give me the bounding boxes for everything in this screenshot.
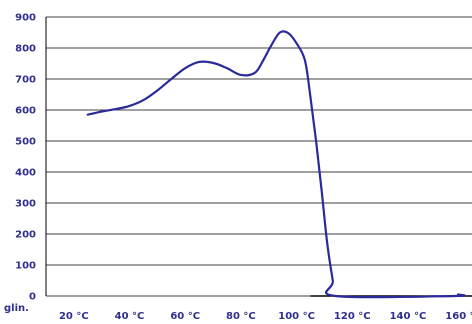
series-layer	[86, 30, 467, 299]
x-tick-label: 100 °C	[278, 311, 315, 322]
x-axis-ticks: 20 °C 40 °C 60 °C 80 °C 100 °C 120 °C 140 °C 16…	[59, 311, 472, 322]
y-tick-label: 900	[15, 13, 36, 24]
x-tick-label: 160 °C	[445, 311, 472, 322]
y-tick-label: 400	[15, 168, 36, 179]
y-tick-label: 200	[15, 230, 36, 241]
y-tick-label: 300	[15, 199, 36, 210]
x-tick-label: 40 °C	[115, 311, 145, 322]
x-tick-label: 80 °C	[226, 311, 256, 322]
y-axis-ticks: 0 100 200 300 400 500 600 700 800 900	[15, 13, 36, 303]
y-tick-label: 600	[15, 106, 36, 117]
y-tick-label: 500	[15, 137, 36, 148]
x-axis-label: glin.	[4, 303, 29, 314]
grid-lines	[46, 16, 472, 266]
series-line	[86, 30, 467, 299]
x-tick-label: 120 °C	[334, 311, 371, 322]
y-tick-label: 700	[15, 75, 36, 86]
y-tick-label: 0	[29, 292, 36, 303]
axes	[45, 17, 472, 297]
x-tick-label: 60 °C	[170, 311, 200, 322]
x-tick-label: 140 °C	[390, 311, 427, 322]
y-tick-label: 800	[15, 44, 36, 55]
x-tick-label: 20 °C	[59, 311, 89, 322]
y-tick-label: 100	[15, 261, 36, 272]
